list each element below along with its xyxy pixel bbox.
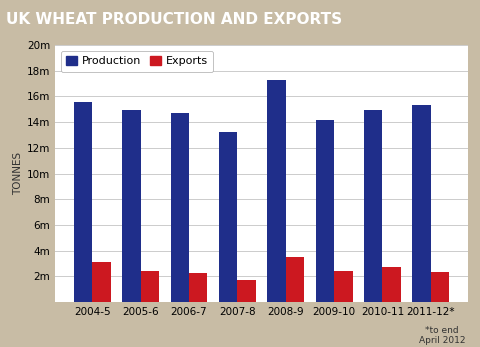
Bar bbox=[238, 280, 256, 302]
Text: UK WHEAT PRODUCTION AND EXPORTS: UK WHEAT PRODUCTION AND EXPORTS bbox=[6, 12, 342, 27]
Bar bbox=[122, 110, 141, 302]
Y-axis label: TONNES: TONNES bbox=[13, 152, 23, 195]
Bar bbox=[431, 272, 449, 302]
Legend: Production, Exports: Production, Exports bbox=[61, 51, 214, 72]
Bar bbox=[189, 273, 207, 302]
Bar bbox=[364, 110, 383, 302]
Bar bbox=[316, 120, 334, 302]
Bar bbox=[141, 271, 159, 302]
Bar bbox=[171, 112, 189, 302]
Bar bbox=[74, 102, 92, 302]
Bar bbox=[267, 81, 286, 302]
Bar bbox=[412, 105, 431, 302]
Bar bbox=[383, 267, 401, 302]
Bar bbox=[219, 133, 238, 302]
Bar bbox=[92, 262, 111, 302]
Bar bbox=[286, 257, 304, 302]
Text: *to end
April 2012: *to end April 2012 bbox=[419, 326, 466, 345]
Bar bbox=[334, 271, 352, 302]
